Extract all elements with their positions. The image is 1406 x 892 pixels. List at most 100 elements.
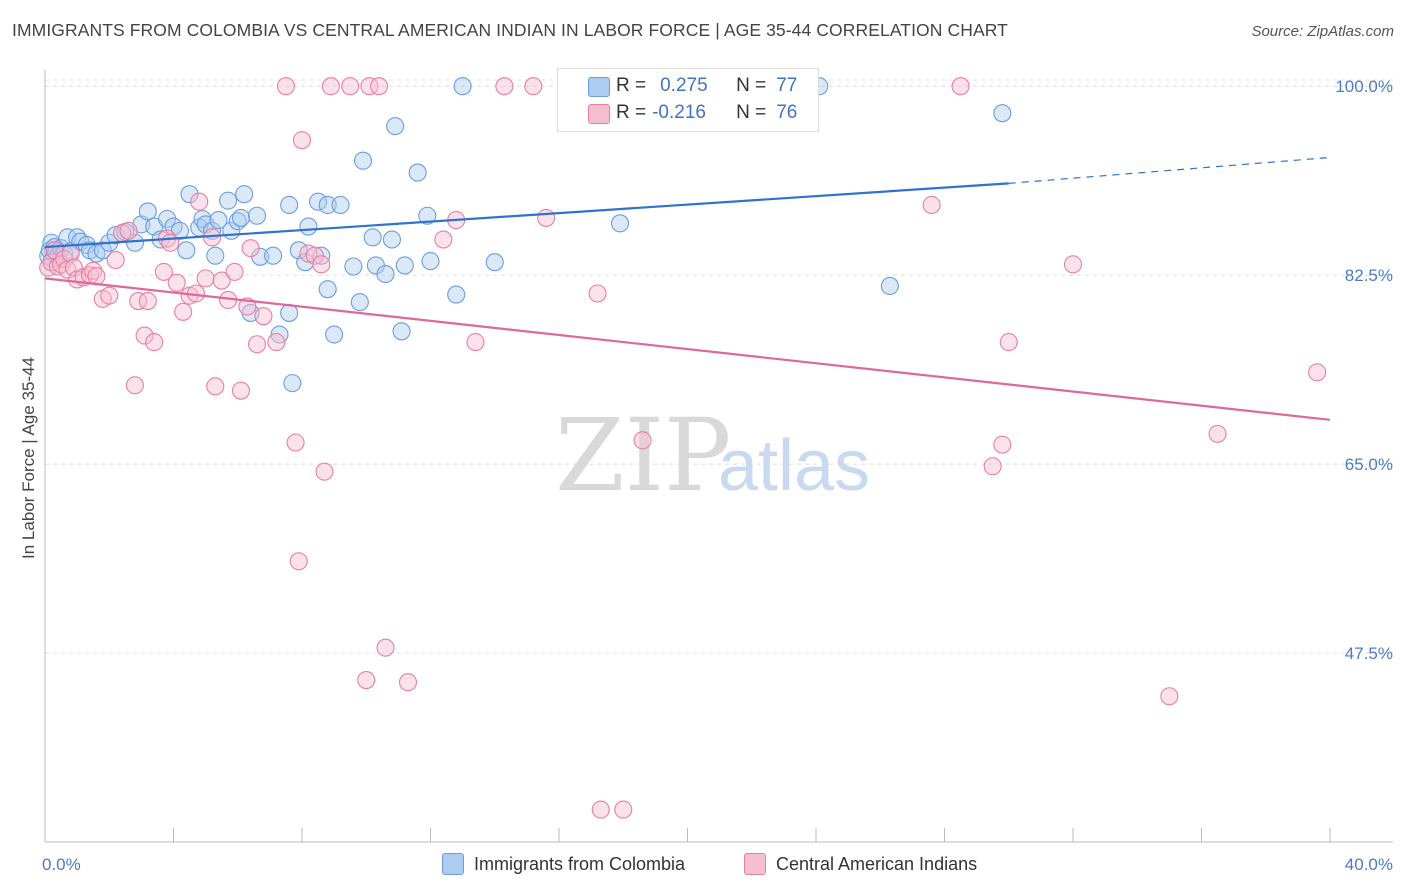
point-colombia	[418, 206, 437, 225]
trend-lines	[44, 156, 1331, 421]
point-central-american	[196, 269, 215, 288]
y-axis-title: In Labor Force | Age 35-44	[19, 357, 38, 559]
legend-swatch-central-american	[744, 853, 766, 875]
point-central-american	[495, 77, 514, 96]
point-central-american	[106, 250, 125, 270]
watermark-zip: ZIP	[555, 397, 731, 514]
point-colombia	[344, 257, 363, 276]
watermark-atlas: atlas	[718, 426, 870, 506]
point-colombia	[280, 195, 299, 215]
n-label: N =	[736, 75, 767, 96]
point-central-american	[267, 333, 286, 352]
point-central-american	[87, 267, 106, 286]
legend-swatch-colombia	[442, 853, 464, 875]
point-central-american	[983, 457, 1002, 476]
point-central-american	[212, 271, 231, 290]
data-points	[39, 77, 1327, 819]
point-central-american	[167, 273, 186, 292]
point-central-american	[154, 262, 173, 281]
point-colombia	[421, 252, 440, 271]
point-colombia	[363, 228, 382, 247]
point-colombia	[331, 195, 350, 215]
point-central-american	[993, 435, 1012, 454]
x-tick-label: 40.0%	[1345, 855, 1393, 874]
n-value-colombia: 77	[776, 75, 798, 96]
point-central-american	[225, 262, 244, 281]
point-central-american	[84, 261, 103, 280]
point-colombia	[177, 241, 196, 260]
point-colombia	[447, 285, 466, 304]
legend-row-central-american: R = -0.216 N = 76	[588, 101, 798, 125]
legend-row-colombia: R = 0.275 N = 77	[588, 74, 798, 98]
legend-label-colombia: Immigrants from Colombia	[474, 853, 686, 874]
point-central-american	[129, 292, 148, 311]
n-value-central-american: 76	[776, 102, 798, 123]
point-colombia	[395, 256, 414, 275]
x-tick-labels: 0.0% 40.0%	[42, 855, 1393, 874]
point-colombia	[206, 246, 225, 265]
point-central-american	[398, 673, 418, 692]
point-central-american	[1208, 424, 1227, 443]
point-central-american	[48, 257, 67, 276]
point-colombia	[376, 265, 395, 284]
point-central-american	[466, 333, 485, 352]
point-central-american	[135, 326, 154, 345]
point-central-american	[64, 258, 83, 277]
point-colombia	[453, 77, 472, 96]
point-colombia	[318, 280, 337, 299]
point-colombia	[283, 374, 302, 393]
y-tick-label: 47.5%	[1345, 644, 1393, 663]
point-colombia	[209, 211, 228, 230]
point-colombia	[485, 253, 504, 272]
point-central-american	[360, 77, 379, 96]
point-central-american	[376, 638, 395, 657]
legend-swatch-central-american	[588, 104, 610, 124]
point-central-american	[357, 670, 376, 690]
chart-source: Source: ZipAtlas.com	[1251, 23, 1394, 40]
r-label: R =	[616, 75, 647, 96]
y-tick-label: 65.0%	[1345, 455, 1393, 474]
y-tick-labels: 47.5% 65.0% 82.5% 100.0%	[1335, 77, 1393, 663]
point-colombia	[386, 117, 405, 136]
point-central-american	[524, 77, 543, 96]
point-central-american	[286, 433, 305, 452]
point-central-american	[434, 230, 453, 249]
point-colombia	[382, 230, 402, 249]
point-central-american	[370, 77, 389, 96]
point-central-american	[241, 239, 260, 258]
point-central-american	[289, 552, 308, 571]
point-central-american	[190, 192, 209, 211]
point-colombia	[325, 325, 344, 344]
point-colombia	[193, 209, 212, 229]
point-colombia	[993, 104, 1012, 123]
n-label: N =	[736, 102, 767, 123]
point-colombia	[309, 192, 328, 211]
point-colombia	[219, 191, 238, 210]
point-central-american	[161, 233, 180, 252]
point-colombia	[353, 151, 373, 170]
point-central-american	[292, 131, 312, 150]
point-colombia	[180, 185, 199, 204]
point-central-american	[1160, 687, 1179, 706]
point-central-american	[231, 381, 251, 400]
point-central-american	[1063, 255, 1083, 274]
point-central-american	[1308, 363, 1327, 382]
point-central-american	[145, 333, 164, 352]
point-central-american	[922, 195, 941, 215]
r-value-central-american: -0.216	[652, 102, 706, 123]
point-colombia	[610, 214, 630, 233]
trend-line-colombia	[44, 182, 1009, 249]
point-central-american	[100, 286, 119, 305]
point-colombia	[880, 276, 899, 295]
point-colombia	[231, 208, 251, 227]
point-central-american	[999, 333, 1018, 352]
point-central-american	[588, 284, 607, 303]
trend-line-colombia-extension	[1008, 156, 1331, 184]
bottom-legend-colombia: Immigrants from Colombia	[442, 852, 685, 876]
point-colombia	[392, 322, 411, 341]
point-colombia	[235, 185, 254, 204]
point-central-american	[321, 77, 340, 96]
point-central-american	[138, 292, 157, 311]
point-central-american	[315, 462, 334, 481]
point-central-american	[537, 208, 556, 227]
